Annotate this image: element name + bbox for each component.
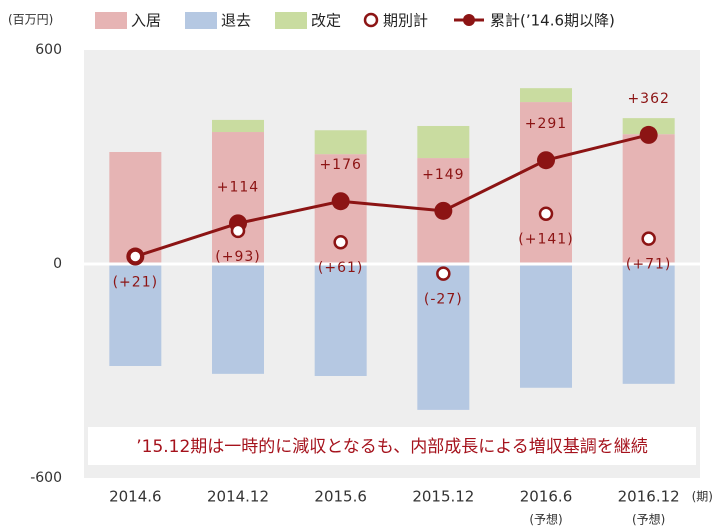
value-label: +114	[217, 179, 259, 195]
period-marker	[436, 266, 451, 281]
legend-marker	[463, 14, 475, 26]
period-marker	[128, 249, 143, 264]
bar	[417, 125, 470, 159]
annotation: ’15.12期は一時的に減収となるも、内部成長による増収基調を継続	[136, 437, 648, 457]
value-label: +176	[319, 157, 361, 173]
value-label: (-27)	[424, 292, 463, 308]
y-tick-label: 600	[35, 42, 62, 58]
legend-label: 入居	[131, 12, 161, 30]
bar	[109, 152, 162, 264]
x-tick-label: 2015.6	[314, 488, 367, 506]
x-tick-label: 2016.12	[618, 488, 680, 506]
legend-label: 退去	[221, 12, 251, 30]
x-tick-label: 2014.6	[109, 488, 162, 506]
legend-label: 期別計	[383, 12, 428, 30]
bar	[212, 264, 264, 374]
line-marker	[331, 192, 350, 211]
period-marker	[641, 231, 656, 246]
value-label: +149	[422, 167, 464, 183]
bar	[520, 88, 572, 103]
legend-marker	[363, 12, 379, 28]
x-sublabel: (予想)	[632, 512, 665, 527]
bar	[520, 264, 572, 388]
x-sublabel: (予想)	[529, 512, 562, 527]
legend-swatch	[95, 12, 127, 29]
x-tick-label: 2014.12	[207, 488, 269, 506]
legend-label: 累計(’14.6期以降)	[490, 12, 615, 30]
bar	[622, 264, 675, 384]
unit-label: (百万円)	[8, 13, 53, 27]
annotation-box	[88, 427, 696, 465]
legend-swatch	[185, 12, 217, 29]
period-marker	[333, 234, 348, 250]
value-label: +362	[627, 91, 669, 107]
bar	[212, 132, 264, 264]
legend-label: 改定	[311, 12, 341, 30]
bar	[314, 130, 367, 155]
line-marker	[537, 151, 555, 170]
y-tick-label: 0	[53, 256, 62, 272]
cumulative-line	[134, 133, 650, 258]
value-label: (+71)	[626, 257, 671, 273]
bar	[212, 119, 264, 133]
line-marker	[434, 201, 453, 220]
value-label: (+21)	[113, 275, 158, 291]
value-label: (+141)	[518, 232, 573, 248]
period-marker	[230, 223, 246, 239]
value-label: (+93)	[215, 249, 260, 265]
bar	[417, 264, 470, 410]
bar	[314, 264, 367, 376]
y-tick-label: -600	[30, 470, 62, 486]
period-marker	[538, 206, 554, 221]
value-label: (+61)	[318, 260, 363, 276]
legend-swatch	[275, 12, 307, 29]
x-axis-label: (期)	[692, 490, 713, 504]
x-tick-label: 2016.6	[520, 488, 573, 506]
bar	[109, 264, 162, 367]
line-marker	[639, 125, 658, 144]
value-label: +291	[525, 116, 567, 132]
bar	[520, 102, 572, 264]
x-tick-label: 2015.12	[412, 488, 474, 506]
